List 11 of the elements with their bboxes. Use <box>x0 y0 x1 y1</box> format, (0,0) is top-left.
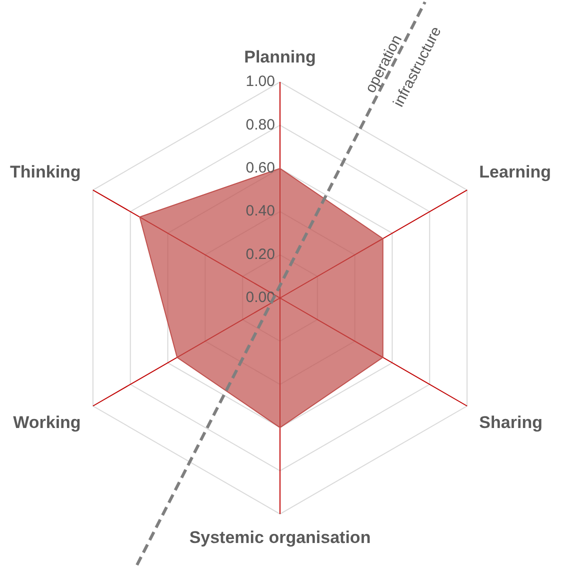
y-tick-label: 0.60 <box>246 160 275 177</box>
spoke-label: Sharing <box>479 412 542 432</box>
y-tick-label: 0.40 <box>246 202 275 220</box>
y-tick-label: 1.00 <box>246 73 275 90</box>
spoke-label: Learning <box>479 162 551 182</box>
spoke-label: Thinking <box>10 162 81 182</box>
spoke-label: Planning <box>244 47 316 66</box>
y-tick-label: 0.20 <box>246 246 275 263</box>
spoke-label: Working <box>13 412 81 432</box>
spoke-label: Systemic organisation <box>189 528 371 547</box>
y-tick-label: 0.80 <box>246 116 275 134</box>
